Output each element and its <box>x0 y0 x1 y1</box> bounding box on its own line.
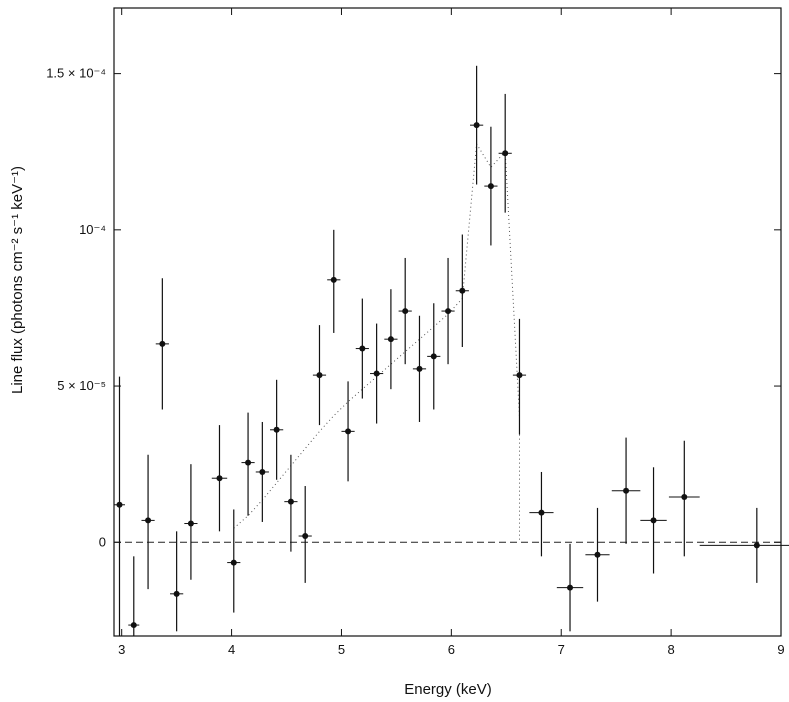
data-point <box>170 531 184 632</box>
point-marker <box>459 287 466 294</box>
data-point <box>512 318 527 435</box>
point-marker <box>538 509 545 516</box>
data-point <box>184 464 198 580</box>
data-point <box>384 289 398 390</box>
x-tick-label: 4 <box>228 642 235 657</box>
data-point <box>398 257 412 365</box>
point-marker <box>567 584 574 591</box>
point-marker <box>373 370 380 377</box>
data-point <box>141 454 155 590</box>
data-point <box>211 425 228 532</box>
x-tick-label: 5 <box>338 642 345 657</box>
point-marker <box>173 590 180 597</box>
point-marker <box>302 533 309 540</box>
y-axis-ticks: 0 5 × 10⁻⁵ 10⁻⁴ 1.5 × 10⁻⁴ <box>46 66 781 549</box>
data-point <box>529 471 554 557</box>
x-axis-ticks: 3 4 5 6 7 8 9 <box>118 8 785 657</box>
data-point <box>355 298 369 399</box>
data-point <box>611 437 641 544</box>
point-marker <box>359 345 366 352</box>
data-point <box>270 379 284 480</box>
point-marker <box>287 498 294 505</box>
data-point <box>640 467 667 574</box>
point-marker <box>273 426 280 433</box>
point-marker <box>230 559 237 566</box>
data-point <box>412 315 427 422</box>
data-point <box>455 234 469 347</box>
point-marker <box>402 308 409 315</box>
y-tick-label: 0 <box>99 534 106 549</box>
data-point <box>370 323 384 424</box>
plot-frame <box>113 7 782 637</box>
y-axis-title: Line flux (photons cm⁻² s⁻¹ keV⁻¹) <box>9 166 26 394</box>
point-marker <box>516 372 523 379</box>
data-point <box>699 507 789 583</box>
y-tick-label: 5 × 10⁻⁵ <box>57 378 106 393</box>
x-axis-title: Energy (keV) <box>404 681 492 698</box>
point-marker <box>245 459 252 466</box>
data-point <box>327 229 341 333</box>
point-marker <box>387 336 394 343</box>
point-marker <box>345 428 352 435</box>
data-point <box>441 257 455 365</box>
x-tick-label: 9 <box>777 642 784 657</box>
point-marker <box>594 551 601 558</box>
data-point <box>155 278 169 410</box>
data-point <box>484 126 498 246</box>
data-point <box>556 543 584 632</box>
point-marker <box>216 475 223 482</box>
point-marker <box>650 517 657 524</box>
data-point <box>114 376 125 636</box>
point-marker <box>753 542 760 549</box>
data-point <box>341 381 355 482</box>
point-marker <box>116 501 123 508</box>
x-tick-label: 7 <box>558 642 565 657</box>
data-point <box>255 421 269 522</box>
data-point <box>470 65 484 185</box>
x-tick-label: 3 <box>118 642 125 657</box>
y-tick-label: 1.5 × 10⁻⁴ <box>46 66 106 81</box>
point-marker <box>502 150 509 157</box>
point-marker <box>145 517 152 524</box>
data-point <box>668 440 700 557</box>
point-marker <box>159 340 166 347</box>
y-tick-label: 10⁻⁴ <box>79 222 106 237</box>
point-marker <box>473 122 480 129</box>
data-point <box>227 509 241 613</box>
point-marker <box>445 308 452 315</box>
data-point <box>312 325 327 426</box>
point-marker <box>487 183 494 190</box>
data-point <box>284 454 298 552</box>
data-point <box>427 303 441 410</box>
point-marker <box>187 520 194 527</box>
point-marker <box>416 365 423 372</box>
point-marker <box>130 622 137 629</box>
point-marker <box>316 372 323 379</box>
x-tick-label: 6 <box>448 642 455 657</box>
data-point <box>298 486 312 583</box>
data-point <box>498 93 512 213</box>
data-point <box>241 412 255 516</box>
point-marker <box>330 276 337 283</box>
point-marker <box>259 468 266 475</box>
x-tick-label: 8 <box>667 642 674 657</box>
point-marker <box>681 493 688 500</box>
data-points <box>114 65 789 636</box>
data-point <box>585 507 610 602</box>
point-marker <box>430 353 437 360</box>
point-marker <box>623 487 630 494</box>
data-point <box>128 556 140 636</box>
